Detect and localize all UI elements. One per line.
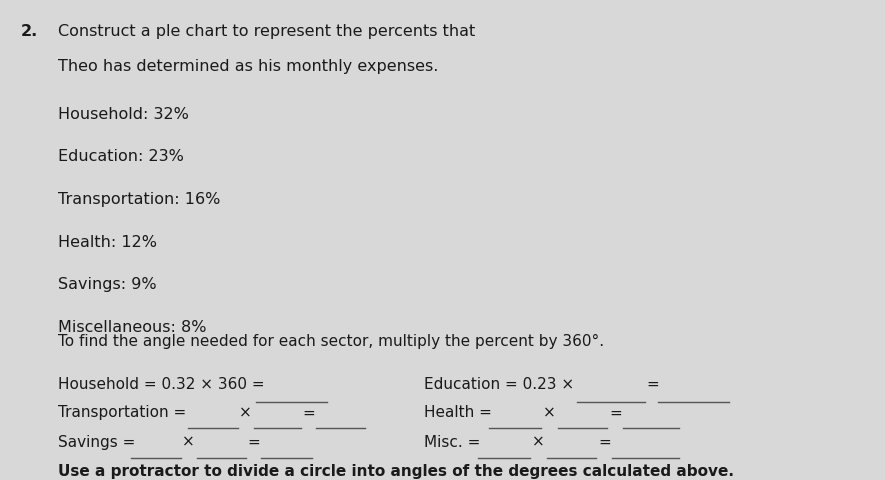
Text: =: = xyxy=(609,405,622,420)
Text: ×: × xyxy=(182,434,195,449)
Text: Health =: Health = xyxy=(424,405,492,420)
Text: Miscellaneous: 8%: Miscellaneous: 8% xyxy=(58,319,206,335)
Text: Savings: 9%: Savings: 9% xyxy=(58,277,157,292)
Text: 2.: 2. xyxy=(21,24,38,38)
Text: =: = xyxy=(646,376,659,391)
Text: =: = xyxy=(248,434,260,449)
Text: ×: × xyxy=(239,405,252,420)
Text: Use a protractor to divide a circle into angles of the degrees calculated above.: Use a protractor to divide a circle into… xyxy=(58,463,734,478)
Text: =: = xyxy=(303,405,316,420)
Text: Misc. =: Misc. = xyxy=(424,434,481,449)
Text: Transportation: 16%: Transportation: 16% xyxy=(58,192,220,206)
Text: Construct a ple chart to represent the percents that: Construct a ple chart to represent the p… xyxy=(58,24,475,38)
Text: =: = xyxy=(598,434,611,449)
Text: To find the angle needed for each sector, multiply the percent by 360°.: To find the angle needed for each sector… xyxy=(58,334,604,348)
Text: Education = 0.23 ×: Education = 0.23 × xyxy=(424,376,574,391)
Text: Transportation =: Transportation = xyxy=(58,405,186,420)
Text: Education: 23%: Education: 23% xyxy=(58,149,183,164)
Text: ×: × xyxy=(532,434,544,449)
Text: Household: 32%: Household: 32% xyxy=(58,107,189,121)
Text: ×: × xyxy=(543,405,556,420)
Text: Health: 12%: Health: 12% xyxy=(58,234,157,249)
Text: Household = 0.32 × 360 =: Household = 0.32 × 360 = xyxy=(58,376,265,391)
Text: Theo has determined as his monthly expenses.: Theo has determined as his monthly expen… xyxy=(58,59,438,74)
Text: Savings =: Savings = xyxy=(58,434,135,449)
